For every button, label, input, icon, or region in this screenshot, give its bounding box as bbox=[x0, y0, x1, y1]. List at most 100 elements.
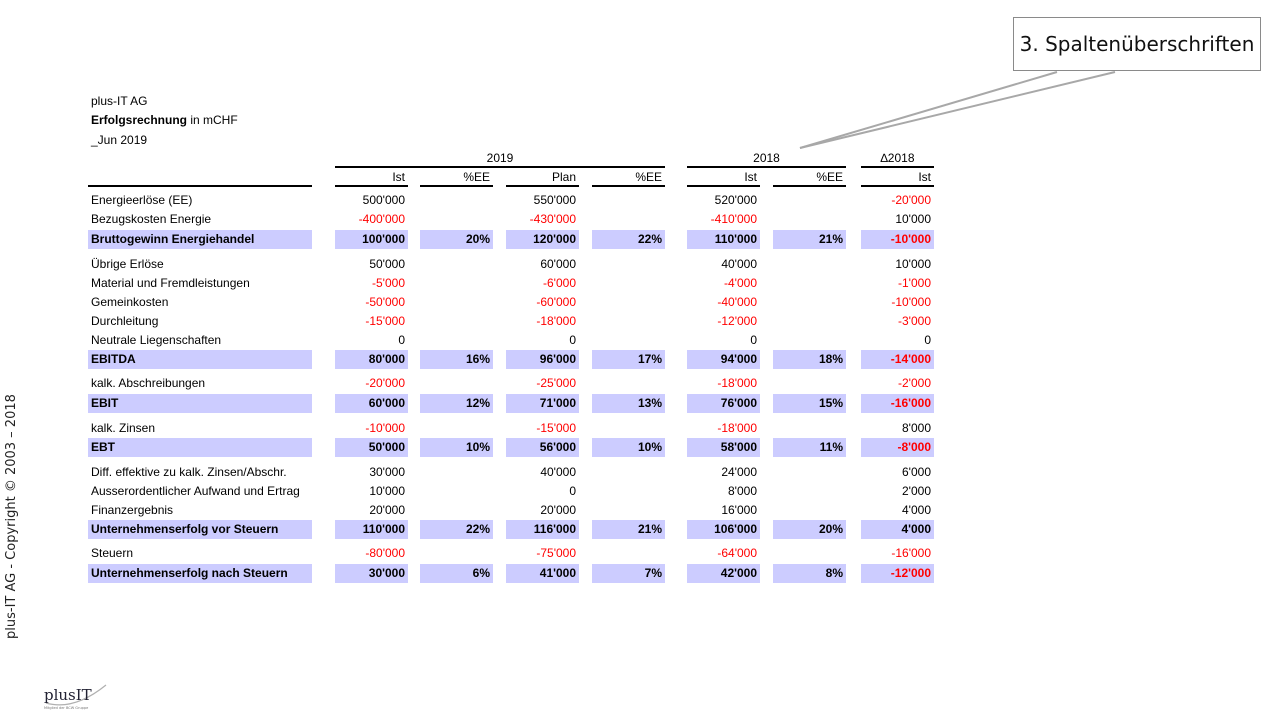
row-label: Unternehmenserfolg vor Steuern bbox=[88, 520, 312, 539]
cell-plan-2019: -25'000 bbox=[536, 376, 576, 390]
row-label: Bruttogewinn Energiehandel bbox=[88, 230, 312, 249]
cell-plan-2019: 41'000 bbox=[506, 564, 579, 583]
group-2018: 2018 bbox=[753, 151, 780, 165]
row-label: Durchleitung bbox=[91, 314, 159, 328]
cell-ee-2018: 8% bbox=[773, 564, 846, 583]
cell-delta-ist: -8'000 bbox=[861, 438, 934, 457]
report-period: _Jun 2019 bbox=[91, 133, 148, 147]
cell-plan-2019: 116'000 bbox=[506, 520, 579, 539]
cell-ee-2019: 6% bbox=[420, 564, 493, 583]
cell-ist-2019: 500'000 bbox=[362, 193, 405, 207]
company-name: plus-IT AG bbox=[91, 94, 148, 108]
row-label: Diff. effektive zu kalk. Zinsen/Abschr. bbox=[91, 465, 287, 479]
cell-plan-2019: 96'000 bbox=[506, 350, 579, 369]
table-row: Gemeinkosten -50'000 -60'000 -40'000 -10'000 bbox=[0, 293, 1280, 312]
cell-ist-2019: -5'000 bbox=[372, 276, 405, 290]
col-header-ist-2019: Ist bbox=[392, 170, 405, 184]
cell-ee-2019 bbox=[420, 191, 493, 210]
cell-ee-2019 bbox=[420, 312, 493, 331]
cell-ee-2018 bbox=[773, 331, 846, 350]
cell-plan-ee-2019 bbox=[592, 312, 665, 331]
cell-ist-2018: 76'000 bbox=[687, 394, 760, 413]
cell-delta-ist: 4'000 bbox=[861, 520, 934, 539]
row-label: Übrige Erlöse bbox=[91, 257, 164, 271]
cell-plan-ee-2019 bbox=[592, 210, 665, 229]
cell-ee-2019 bbox=[420, 419, 493, 438]
cell-ee-2019 bbox=[420, 274, 493, 293]
group-2018-rule bbox=[687, 166, 846, 168]
cell-plan-2019: -15'000 bbox=[536, 421, 576, 435]
table-row: Diff. effektive zu kalk. Zinsen/Abschr. 3… bbox=[0, 463, 1280, 482]
row-label: kalk. Zinsen bbox=[91, 421, 156, 435]
cell-plan-ee-2019 bbox=[592, 255, 665, 274]
cell-plan-2019: 120'000 bbox=[506, 230, 579, 249]
cell-ist-2018: -18'000 bbox=[717, 376, 757, 390]
cell-delta-ist: -10'000 bbox=[861, 230, 934, 249]
cell-ee-2018: 21% bbox=[773, 230, 846, 249]
cell-ee-2019 bbox=[420, 544, 493, 563]
cell-ist-2019: -400'000 bbox=[358, 212, 405, 226]
total-row: EBITDA 80'000 16% 96'000 17% 94'000 18% -14'000 bbox=[0, 350, 1280, 369]
cell-ist-2018: 0 bbox=[750, 333, 757, 347]
row-label: kalk. Abschreibungen bbox=[91, 376, 206, 390]
cell-ee-2019: 12% bbox=[420, 394, 493, 413]
cell-ee-2018 bbox=[773, 419, 846, 438]
cell-plan-ee-2019 bbox=[592, 463, 665, 482]
cell-ist-2018: -64'000 bbox=[717, 546, 757, 560]
cell-ist-2019: 30'000 bbox=[335, 564, 408, 583]
col-header-ee-2019: %EE bbox=[463, 170, 490, 184]
cell-plan-ee-2019 bbox=[592, 293, 665, 312]
cell-ee-2019 bbox=[420, 255, 493, 274]
cell-ist-2019: 60'000 bbox=[335, 394, 408, 413]
cell-ist-2019: -80'000 bbox=[365, 546, 405, 560]
logo-tagline: Mitglied der BCW Gruppe bbox=[44, 706, 88, 710]
row-label: EBIT bbox=[88, 394, 312, 413]
cell-plan-2019: 71'000 bbox=[506, 394, 579, 413]
cell-ee-2018 bbox=[773, 374, 846, 393]
cell-ee-2018 bbox=[773, 274, 846, 293]
cell-ist-2018: 58'000 bbox=[687, 438, 760, 457]
cell-ee-2018 bbox=[773, 501, 846, 520]
cell-ist-2018: 8'000 bbox=[728, 484, 757, 498]
cell-ee-2018 bbox=[773, 312, 846, 331]
cell-ist-2018: 24'000 bbox=[721, 465, 757, 479]
cell-ist-2019: 30'000 bbox=[369, 465, 405, 479]
cell-delta-ist: 4'000 bbox=[902, 503, 931, 517]
cell-ee-2019 bbox=[420, 293, 493, 312]
cell-plan-ee-2019: 13% bbox=[592, 394, 665, 413]
table-row: Ausserordentlicher Aufwand und Ertrag 10'… bbox=[0, 482, 1280, 501]
cell-ee-2018 bbox=[773, 463, 846, 482]
cell-plan-ee-2019 bbox=[592, 191, 665, 210]
table-row: Energieerlöse (EE) 500'000 550'000 520'000 -… bbox=[0, 191, 1280, 210]
callout-pointer bbox=[799, 71, 1116, 149]
row-label: Bezugskosten Energie bbox=[91, 212, 212, 226]
callout-box: 3. Spaltenüberschriften bbox=[1013, 17, 1261, 71]
cell-plan-ee-2019: 21% bbox=[592, 520, 665, 539]
cell-plan-ee-2019: 22% bbox=[592, 230, 665, 249]
cell-ee-2019 bbox=[420, 210, 493, 229]
col-rule-2 bbox=[420, 185, 493, 187]
row-label: EBITDA bbox=[88, 350, 312, 369]
report-title-unit: in mCHF bbox=[187, 113, 238, 127]
col-rule-3 bbox=[506, 185, 579, 187]
row-label: Finanzergebnis bbox=[91, 503, 174, 517]
table-row: Übrige Erlöse 50'000 60'000 40'000 10'000 bbox=[0, 255, 1280, 274]
cell-ist-2019: -20'000 bbox=[365, 376, 405, 390]
logo-text: plusIT bbox=[44, 686, 92, 704]
total-row: Bruttogewinn Energiehandel 100'000 20% 120'… bbox=[0, 230, 1280, 249]
total-row: Unternehmenserfolg nach Steuern 30'000 6% 4… bbox=[0, 564, 1280, 583]
cell-ist-2019: 80'000 bbox=[335, 350, 408, 369]
cell-ist-2018: 94'000 bbox=[687, 350, 760, 369]
cell-delta-ist: 0 bbox=[924, 333, 931, 347]
cell-ist-2018: -18'000 bbox=[717, 421, 757, 435]
cell-ee-2018: 15% bbox=[773, 394, 846, 413]
total-row: EBT 50'000 10% 56'000 10% 58'000 11% -8'000 bbox=[0, 438, 1280, 457]
cell-plan-ee-2019: 10% bbox=[592, 438, 665, 457]
col-header-plan-ee-2019: %EE bbox=[635, 170, 662, 184]
cell-plan-2019: 550'000 bbox=[533, 193, 576, 207]
row-label: Neutrale Liegenschaften bbox=[91, 333, 222, 347]
cell-plan-2019: -18'000 bbox=[536, 314, 576, 328]
label-col-rule bbox=[88, 185, 312, 187]
plusit-logo: plusIT Mitglied der BCW Gruppe bbox=[44, 684, 107, 710]
col-header-plan-2019: Plan bbox=[551, 170, 576, 184]
